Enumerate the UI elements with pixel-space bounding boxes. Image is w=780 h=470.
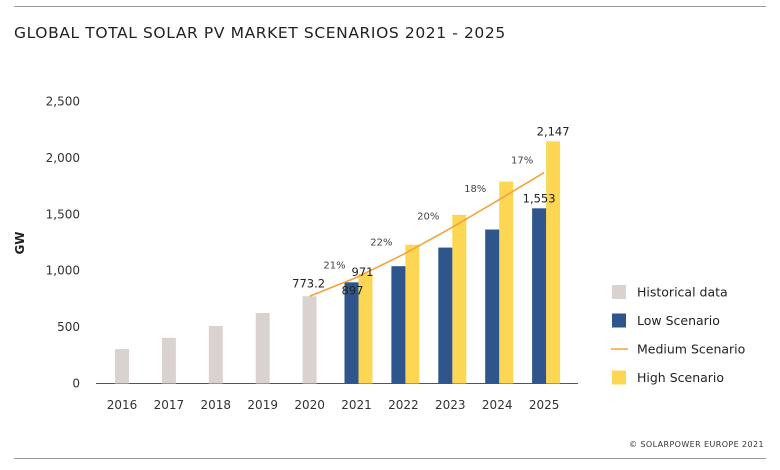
top-divider [14,6,766,7]
growth-label-2021: 21% [323,260,345,271]
data-label-low-scenario-2025: 1,553 [523,191,556,205]
legend-label-high-scenario: High Scenario [637,370,724,385]
bar-high-2021 [358,273,373,384]
bar-historical-2018 [208,325,223,384]
growth-label-2024: 18% [464,184,486,195]
legend-swatch-high-scenario [612,370,626,385]
x-tick-label-2018: 2018 [201,398,232,412]
bar-low-2021 [344,282,359,384]
y-tick-label-2500: 2,500 [46,95,80,109]
bar-low-2025 [532,208,547,384]
bar-low-2022 [391,266,406,384]
growth-label-2023: 20% [417,211,439,222]
y-tick-label-500: 500 [57,320,80,334]
bar-historical-2020 [302,296,317,384]
y-tick-label-1000: 1,000 [46,264,80,278]
bar-high-2025 [546,141,561,384]
x-tick-label-2020: 2020 [294,398,325,412]
bar-low-2024 [485,229,500,384]
y-tick-label-0: 0 [72,377,80,391]
bar-historical-2017 [161,337,176,384]
y-tick-label-1500: 1,500 [46,207,80,221]
line-medium-scenario [309,171,545,298]
data-label-low-scenario-2021: 897 [342,283,364,297]
growth-label-2025: 17% [511,156,533,167]
x-tick-label-2023: 2023 [435,398,466,412]
legend-swatch-historical-data [612,285,626,299]
bar-high-2024 [499,181,514,384]
legend-swatch-low-scenario [612,313,626,328]
bar-historical-2016 [115,349,129,384]
y-axis-title: GW [13,231,27,254]
growth-label-2022: 22% [370,237,392,248]
x-tick-label-2016: 2016 [107,398,138,412]
x-tick-label-2021: 2021 [341,398,372,412]
legend-label-low-scenario: Low Scenario [637,313,720,328]
x-tick-label-2025: 2025 [529,398,560,412]
data-label-high-scenario-2021: 971 [352,265,374,279]
x-tick-label-2024: 2024 [482,398,513,412]
chart-title: GLOBAL TOTAL SOLAR PV MARKET SCENARIOS 2… [14,24,506,42]
data-label-high-scenario-2025: 2,147 [537,124,570,138]
bar-high-2023 [452,214,467,384]
data-label-historical-data-2020: 773.2 [292,276,325,290]
legend-label-medium-scenario: Medium Scenario [637,342,745,357]
copyright-credit: © SOLARPOWER EUROPE 2021 [629,440,764,449]
y-tick-label-2000: 2,000 [46,151,80,165]
bottom-divider [14,458,766,459]
x-tick-label-2019: 2019 [247,398,278,412]
bar-high-2022 [405,244,420,384]
bar-low-2023 [438,247,453,384]
legend-label-historical-data: Historical data [637,285,728,300]
x-tick-label-2017: 2017 [154,398,185,412]
x-tick-label-2022: 2022 [388,398,419,412]
bar-historical-2019 [255,313,270,384]
